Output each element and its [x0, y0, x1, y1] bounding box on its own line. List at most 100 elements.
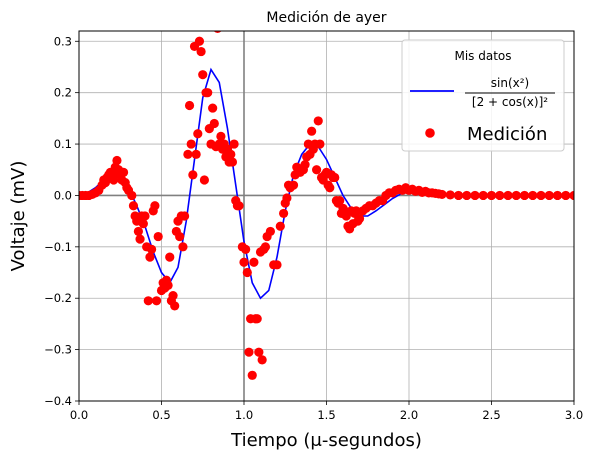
x-tick-label: 1.5: [317, 408, 335, 422]
measurement-point: [203, 88, 213, 98]
measurement-point: [196, 46, 206, 57]
measurement-point: [315, 139, 325, 149]
measurement-point: [275, 221, 285, 231]
measurement-point: [313, 116, 323, 126]
measurement-point: [257, 355, 267, 365]
y-tick-label: 0.1: [54, 137, 72, 151]
measurement-point: [260, 242, 271, 252]
measurement-point: [227, 157, 238, 167]
x-tick-label: 0.5: [152, 408, 170, 422]
measurement-point: [249, 257, 259, 267]
measurement-point: [186, 139, 196, 149]
measurement-point: [279, 208, 289, 219]
measurement-point: [561, 190, 571, 201]
measurement-point: [175, 231, 185, 242]
measurement-point: [168, 291, 178, 301]
chart-title: Medición de ayer: [266, 10, 386, 26]
measurement-point: [191, 149, 201, 159]
measurement-point: [208, 103, 218, 113]
measurement-point: [544, 190, 554, 201]
measurement-point: [180, 211, 190, 221]
measurement-point: [495, 190, 505, 201]
x-tick-label: 2.0: [400, 408, 418, 422]
measurement-point: [183, 149, 193, 159]
x-tick-label: 3.0: [565, 408, 583, 422]
measurement-point: [288, 180, 299, 190]
tick-labels: 0.0 0.5 1.0 1.5 2.0 2.5 3.0 −0.4 −0.3 −0.2 −0.1 0.0…: [44, 34, 583, 422]
measurement-point: [118, 167, 129, 177]
measurement-point: [213, 31, 222, 34]
measurement-point: [226, 149, 236, 159]
legend-title: Mis datos: [454, 49, 511, 63]
measurement-point: [239, 257, 249, 267]
measurement-point: [552, 190, 563, 201]
measurement-point: [150, 201, 160, 211]
measurement-point: [135, 234, 145, 244]
measurement-point: [229, 139, 239, 149]
measurement-point: [265, 226, 275, 237]
measurement-point: [511, 190, 521, 201]
measurement-point: [188, 170, 198, 180]
measurement-point: [307, 126, 317, 136]
y-tick-label: −0.2: [44, 291, 72, 305]
measurement-point: [143, 296, 153, 306]
y-tick-label: −0.3: [44, 343, 72, 357]
measurement-point: [503, 190, 513, 201]
y-tick-label: 0.3: [54, 34, 72, 48]
measurement-point: [312, 165, 322, 175]
measurement-point: [569, 190, 574, 201]
measurement-point: [486, 190, 497, 201]
measurement-point: [325, 183, 335, 193]
measurement-point: [147, 244, 157, 254]
legend-formula-denominator: [2 + cos(x)]²: [472, 95, 548, 109]
measurement-point: [252, 314, 262, 324]
measurement-point: [470, 190, 480, 201]
measurement-point: [151, 296, 162, 306]
y-tick-label: −0.1: [44, 240, 72, 254]
measurement-point: [153, 231, 163, 242]
measurement-point: [140, 211, 150, 221]
measurement-point: [272, 260, 282, 270]
y-axis-label: Voltaje (mV): [8, 161, 29, 272]
x-tick-label: 1.0: [235, 408, 253, 422]
measurement-point: [354, 213, 365, 224]
measurement-point: [241, 244, 251, 254]
measurement-point: [453, 190, 464, 201]
legend-formula-numerator: sin(x²): [491, 76, 529, 90]
axis-ticks: [75, 40, 575, 405]
x-tick-label: 2.5: [482, 408, 500, 422]
measurement-point: [536, 190, 546, 201]
measurement-point: [193, 129, 203, 139]
y-tick-label: −0.4: [44, 394, 72, 408]
measurement-point: [145, 252, 155, 262]
measurement-point: [462, 190, 472, 201]
measurement-point: [109, 175, 119, 185]
measurement-point: [165, 252, 175, 262]
measurement-point: [234, 201, 244, 211]
measurement-point: [528, 190, 538, 201]
y-tick-label: 0.0: [54, 188, 72, 202]
legend-scatter-marker: [425, 128, 435, 138]
measurement-point: [138, 219, 148, 229]
measurement-point: [478, 190, 488, 201]
measurement-point: [178, 242, 188, 252]
measurement-point: [445, 190, 455, 200]
measurement-point: [184, 100, 195, 111]
measurement-point: [437, 189, 447, 200]
measurement-point: [242, 267, 252, 278]
measurement-point: [216, 131, 226, 141]
measurement-point: [330, 172, 340, 183]
measurement-point: [282, 193, 292, 203]
measurement-point: [244, 347, 254, 357]
measurement-point: [199, 175, 209, 185]
measurement-point: [351, 206, 361, 216]
measurement-point: [209, 118, 219, 129]
measurement-point: [519, 190, 530, 201]
measurement-point: [163, 280, 173, 290]
measurement-point: [127, 190, 137, 201]
measurement-point: [247, 370, 257, 380]
legend-scatter-label: Medición: [467, 124, 547, 145]
measurement-point: [133, 226, 143, 237]
legend-box: [401, 39, 565, 152]
